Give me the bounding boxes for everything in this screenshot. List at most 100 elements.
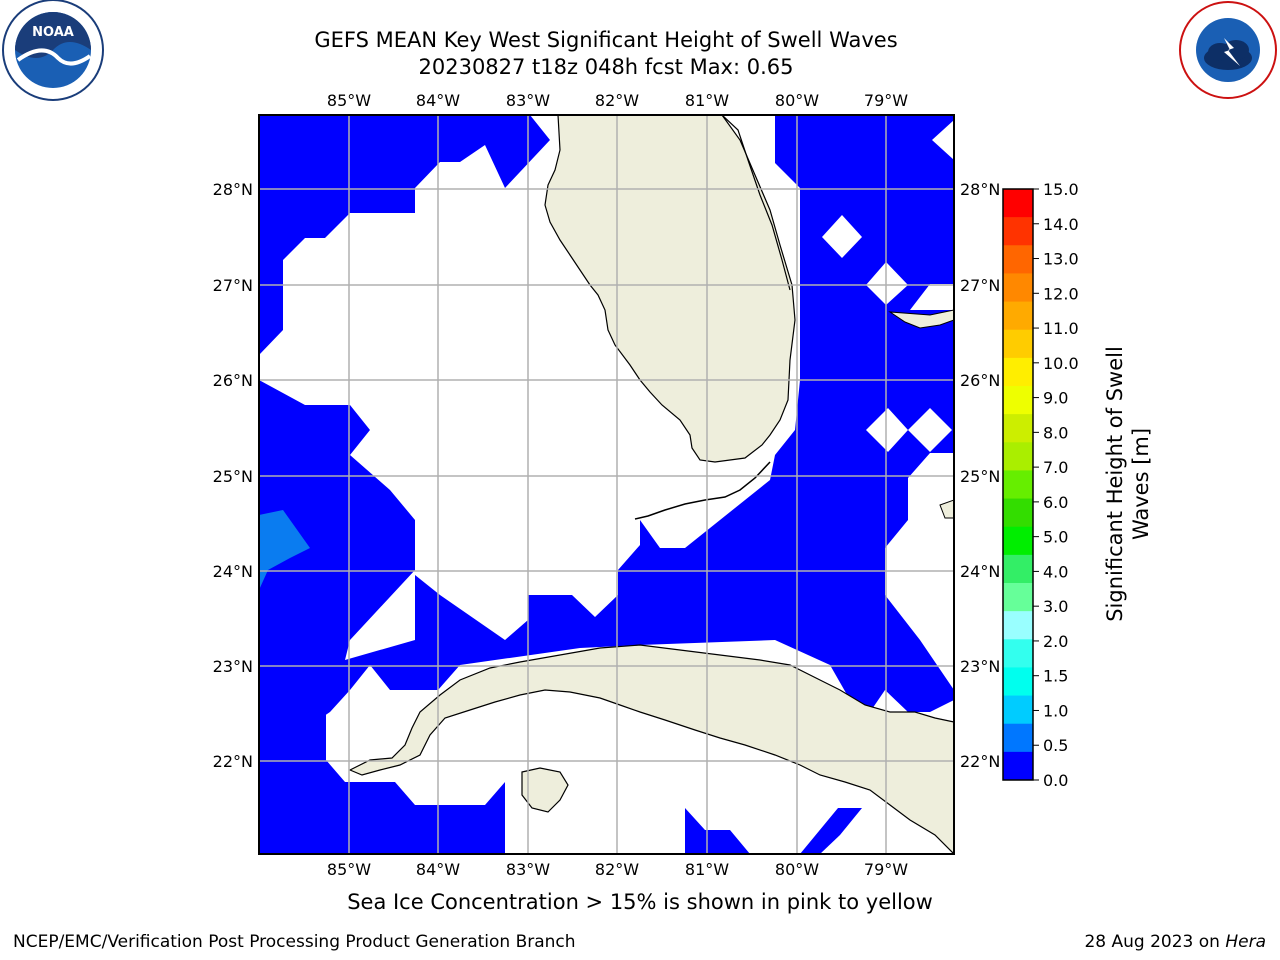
colorbar-tick-label: 3.0 xyxy=(1043,597,1068,616)
colorbar-tick-label: 6.0 xyxy=(1043,493,1068,512)
lon-label: 82°W xyxy=(595,91,639,110)
lon-label: 81°W xyxy=(685,860,729,879)
colorbar-swatch xyxy=(1003,245,1033,274)
bahamas-island xyxy=(888,309,954,329)
colorbar-swatch xyxy=(1003,583,1033,612)
lat-label: 23°N xyxy=(960,657,1000,676)
lat-label: 25°N xyxy=(213,467,253,486)
lat-labels-right: 28°N 27°N 26°N 25°N 24°N 23°N 22°N xyxy=(960,180,1000,771)
lon-label: 79°W xyxy=(864,860,908,879)
colorbar-swatch xyxy=(1003,329,1033,359)
colorbar-swatch xyxy=(1003,751,1033,781)
colorbar-tick-label: 4.0 xyxy=(1043,562,1068,581)
colorbar-swatch xyxy=(1003,273,1033,303)
swell-mid-patch xyxy=(259,510,310,590)
colorbar-tick-label: 5.0 xyxy=(1043,528,1068,547)
lon-labels-top: 85°W 84°W 83°W 82°W 81°W 80°W 79°W xyxy=(327,91,908,110)
bahamas-island-2 xyxy=(939,499,954,519)
colorbar-swatch xyxy=(1003,357,1033,387)
colorbar-swatch xyxy=(1003,442,1033,471)
colorbar-tick-label: 11.0 xyxy=(1043,319,1079,338)
lat-label: 27°N xyxy=(960,276,1000,295)
colorbar-tick-label: 0.0 xyxy=(1043,771,1068,790)
colorbar-swatch xyxy=(1003,470,1033,500)
colorbar-swatch xyxy=(1003,611,1033,640)
lat-label: 28°N xyxy=(213,180,253,199)
lon-label: 83°W xyxy=(506,860,550,879)
colorbar-ticks: 15.0 14.0 13.0 12.0 11.0 10.0 9.0 8.0 7.0 6.0 5.0 4… xyxy=(1033,180,1079,790)
colorbar-tick-label: 8.0 xyxy=(1043,423,1068,442)
lon-label: 81°W xyxy=(685,91,729,110)
lon-label: 83°W xyxy=(506,91,550,110)
national-weather-service-logo xyxy=(1179,1,1277,99)
lon-label: 80°W xyxy=(775,91,819,110)
colorbar-tick-label: 15.0 xyxy=(1043,180,1079,199)
colorbar-tick-label: 0.5 xyxy=(1043,736,1068,755)
florida-east-coast xyxy=(721,115,791,291)
lat-labels-left: 28°N 27°N 26°N 25°N 24°N 23°N 22°N xyxy=(213,180,253,771)
lat-label: 28°N xyxy=(960,180,1000,199)
lat-label: 25°N xyxy=(960,467,1000,486)
colorbar-swatch xyxy=(1003,414,1033,443)
swell-low-holes xyxy=(822,120,954,452)
florida-keys xyxy=(634,461,771,520)
footer-date-text: 28 Aug 2023 on xyxy=(1084,932,1226,952)
lon-labels-bottom: 85°W 84°W 83°W 82°W 81°W 80°W 79°W xyxy=(327,860,908,879)
chart-subtitle: 20230827 t18z 048h fcst Max: 0.65 xyxy=(418,55,794,79)
lon-label: 79°W xyxy=(864,91,908,110)
colorbar-label-line2: Waves [m] xyxy=(1129,428,1153,540)
colorbar-tick-label: 12.0 xyxy=(1043,284,1079,303)
lon-label: 82°W xyxy=(595,860,639,879)
lat-label: 24°N xyxy=(960,562,1000,581)
lat-label: 22°N xyxy=(213,752,253,771)
colorbar-tick-label: 10.0 xyxy=(1043,354,1079,373)
colorbar xyxy=(1002,188,1034,781)
footer-machine: Hera xyxy=(1225,932,1266,952)
colorbar-tick-label: 1.0 xyxy=(1043,701,1068,720)
lon-label: 85°W xyxy=(327,860,371,879)
colorbar-swatch xyxy=(1003,217,1033,246)
colorbar-tick-label: 14.0 xyxy=(1043,215,1079,234)
noaa-logo-text: NOAA xyxy=(32,25,74,40)
sea-ice-note: Sea Ice Concentration > 15% is shown in … xyxy=(347,890,933,914)
lat-label: 27°N xyxy=(213,276,253,295)
colorbar-label-line1: Significant Height of Swell xyxy=(1103,346,1127,622)
cuba-land xyxy=(348,644,954,854)
graticule xyxy=(259,115,954,854)
lat-label: 24°N xyxy=(213,562,253,581)
isle-of-youth xyxy=(521,767,569,813)
lat-label: 26°N xyxy=(213,371,253,390)
swell-height-fill xyxy=(259,115,954,854)
lat-label: 23°N xyxy=(213,657,253,676)
colorbar-swatch xyxy=(1003,526,1033,556)
lon-label: 84°W xyxy=(416,860,460,879)
colorbar-swatch xyxy=(1003,695,1033,725)
lon-label: 84°W xyxy=(416,91,460,110)
colorbar-swatch xyxy=(1003,498,1033,528)
colorbar-swatch xyxy=(1003,639,1033,668)
noaa-logo: NOAA xyxy=(2,0,104,101)
footer-date: 28 Aug 2023 on Hera xyxy=(1084,932,1266,952)
colorbar-tick-label: 1.5 xyxy=(1043,667,1068,686)
colorbar-swatch xyxy=(1003,554,1033,584)
lat-label: 22°N xyxy=(960,752,1000,771)
lon-label: 85°W xyxy=(327,91,371,110)
colorbar-frame xyxy=(1002,188,1034,781)
lon-label: 80°W xyxy=(775,860,819,879)
map-area xyxy=(259,115,954,854)
colorbar-tick-label: 9.0 xyxy=(1043,389,1068,408)
map-frame xyxy=(258,114,955,855)
colorbar-tick-label: 2.0 xyxy=(1043,632,1068,651)
colorbar-swatch xyxy=(1003,386,1033,415)
footer-credit: NCEP/EMC/Verification Post Processing Pr… xyxy=(13,932,576,952)
colorbar-swatch xyxy=(1003,189,1033,218)
lat-label: 26°N xyxy=(960,371,1000,390)
colorbar-swatch xyxy=(1003,301,1033,331)
colorbar-swatch xyxy=(1003,667,1033,697)
colorbar-label: Significant Height of Swell Waves [m] xyxy=(1103,346,1153,622)
colorbar-tick-label: 7.0 xyxy=(1043,458,1068,477)
chart-title: GEFS MEAN Key West Significant Height of… xyxy=(314,28,898,52)
colorbar-tick-label: 13.0 xyxy=(1043,250,1079,269)
colorbar-swatch xyxy=(1003,723,1033,753)
